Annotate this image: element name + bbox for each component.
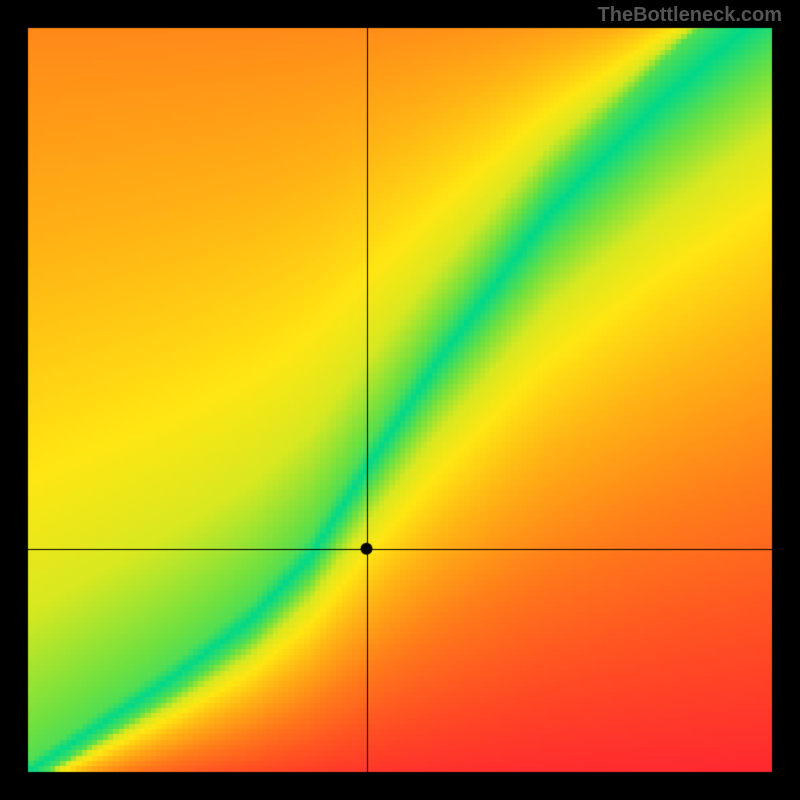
chart-container: TheBottleneck.com — [0, 0, 800, 800]
heatmap-canvas — [0, 0, 800, 800]
watermark-text: TheBottleneck.com — [598, 4, 782, 27]
